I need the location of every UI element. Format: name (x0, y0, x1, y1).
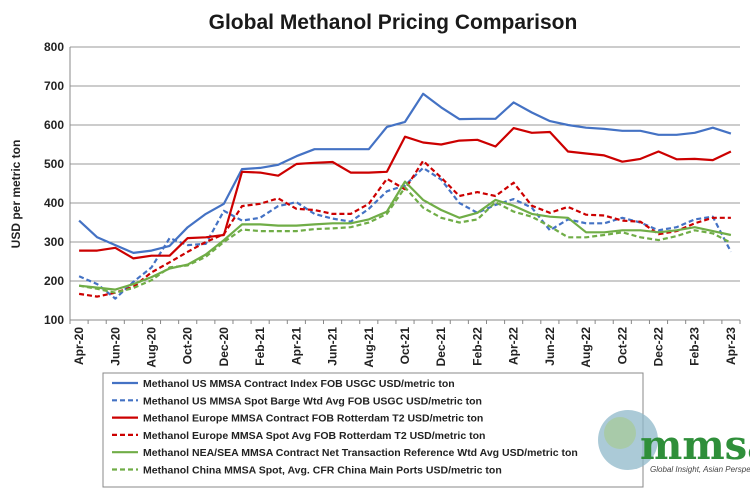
x-tick-label: Apr-23 (724, 327, 738, 365)
x-tick-label: Oct-20 (181, 327, 195, 365)
series-line-1 (78, 92, 732, 254)
x-tick-label: Jun-21 (326, 327, 340, 366)
y-tick-label: 800 (44, 40, 64, 54)
y-tick-label: 500 (44, 157, 64, 171)
logo-tagline: Global Insight, Asian Perspective (650, 465, 750, 474)
x-tick-label: Apr-20 (72, 327, 86, 365)
x-tick-label: Feb-23 (688, 327, 702, 366)
x-tick-label: Jun-22 (543, 327, 557, 366)
legend: Methanol US MMSA Contract Index FOB USGC… (112, 378, 578, 477)
legend-label: Methanol Europe MMSA Spot Avg FOB Rotter… (143, 430, 485, 442)
legend-box (102, 372, 644, 488)
x-tick-label: Oct-21 (398, 327, 412, 365)
y-tick-label: 100 (44, 313, 64, 327)
legend-label: Methanol US MMSA Spot Barge Wtd Avg FOB … (143, 395, 482, 407)
y-axis-label: USD per metric ton (9, 140, 23, 249)
x-tick-label: Aug-22 (579, 327, 593, 368)
legend-label: Methanol China MMSA Spot, Avg. CFR China… (143, 465, 502, 477)
x-tick-label: Feb-22 (470, 327, 484, 366)
series-line-6 (78, 186, 732, 294)
x-tick-label: Apr-21 (289, 327, 303, 365)
legend-label: Methanol NEA/SEA MMSA Contract Net Trans… (143, 447, 578, 459)
x-tick-label: Aug-20 (144, 327, 158, 368)
logo-text: mmsa (640, 422, 750, 469)
series-line-2 (78, 166, 732, 300)
chart-title: Global Methanol Pricing Comparison (209, 11, 578, 34)
series-line-4 (78, 159, 731, 298)
globe-land-icon (604, 417, 636, 449)
series-lines (78, 92, 732, 300)
y-tick-label: 600 (44, 118, 64, 132)
y-tick-label: 700 (44, 79, 64, 93)
x-tick-label: Jun-20 (108, 327, 122, 366)
legend-label: Methanol Europe MMSA Contract FOB Rotter… (143, 413, 483, 425)
y-tick-label: 200 (44, 274, 64, 288)
x-tick-label: Dec-22 (652, 327, 666, 367)
x-tick-label: Dec-21 (434, 327, 448, 367)
y-tick-label: 400 (44, 196, 64, 210)
x-tick-label: Dec-20 (217, 327, 231, 367)
mmsa-logo: mmsa Global Insight, Asian Perspective (598, 410, 750, 474)
series-line-3 (79, 127, 732, 260)
legend-label: Methanol US MMSA Contract Index FOB USGC… (143, 378, 455, 390)
x-tick-label: Aug-21 (362, 327, 376, 368)
axes: 100 200 300 400 500 600 700 800 Apr-20 Jun-20 Aug-… (44, 40, 741, 368)
y-tick-label: 300 (44, 235, 64, 249)
x-tick-label: Feb-21 (253, 327, 267, 366)
x-tick-label: Oct-22 (615, 327, 629, 365)
x-tick-label: Apr-22 (507, 327, 521, 365)
